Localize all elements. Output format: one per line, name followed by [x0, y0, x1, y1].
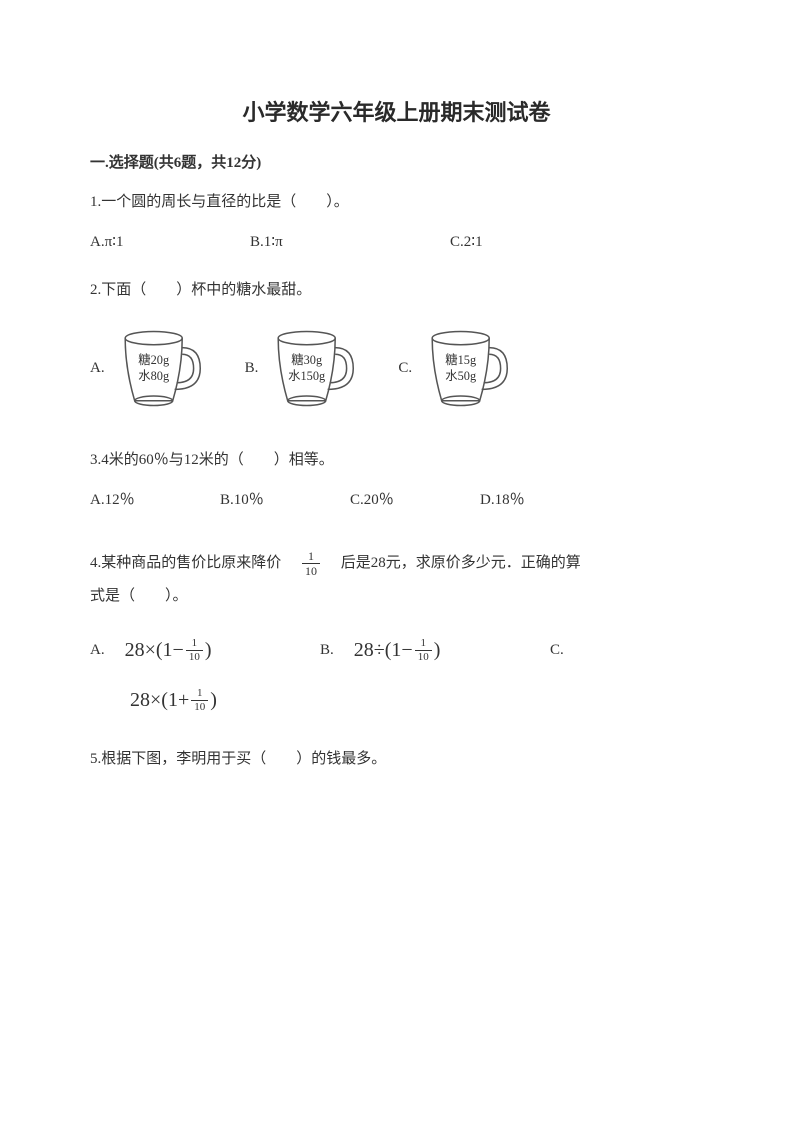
cup-a-letter: A. — [90, 360, 105, 377]
q4-opt-c-frac-den: 10 — [191, 701, 208, 713]
q3-opt-c: C.20％ — [350, 487, 480, 514]
q1-opt-a: A.π∶1 — [90, 229, 250, 256]
q4-opt-a: A. 28×(1− 1 10 ) — [90, 638, 320, 663]
q4-opt-b: B. 28÷(1− 1 10 ) — [320, 638, 550, 663]
cup-c: C. 糖15g 水50g — [398, 321, 512, 416]
q4-opt-a-post: ) — [205, 639, 212, 662]
q4-opt-a-frac-den: 10 — [186, 651, 203, 663]
cup-b-line1: 糖30g — [292, 352, 323, 367]
q4-opt-c-frac: 1 10 — [191, 688, 208, 713]
q2-text: 2.下面（ ）杯中的糖水最甜。 — [90, 274, 703, 307]
cup-a: A. 糖20g 水80g — [90, 321, 205, 416]
q4-opt-b-frac-den: 10 — [415, 651, 432, 663]
q4-prefix: 4.某种商品的售价比原来降价 — [90, 555, 296, 571]
q4-frac-den: 10 — [302, 564, 320, 577]
q4-opt-c: C. — [550, 642, 584, 659]
q1-text: 1.一个圆的周长与直径的比是（ ）。 — [90, 186, 703, 219]
cup-b-letter: B. — [245, 360, 259, 377]
q5-text: 5.根据下图，李明用于买（ ）的钱最多。 — [90, 743, 703, 776]
q4-opt-c-letter: C. — [550, 642, 564, 659]
cup-c-icon: 糖15g 水50g — [417, 321, 512, 416]
q3-opt-b: B.10％ — [220, 487, 350, 514]
q4-opt-c-post: ) — [210, 689, 217, 712]
section-header-1: 一.选择题(共6题，共12分) — [90, 151, 703, 172]
q1-options: A.π∶1 B.1∶π C.2∶1 — [90, 229, 703, 256]
q4-opt-b-math: 28÷(1− 1 10 ) — [354, 638, 441, 663]
cup-a-line2: 水80g — [138, 369, 169, 383]
cup-a-line1: 糖20g — [138, 352, 169, 367]
q2-cups: A. 糖20g 水80g B. 糖30g 水150g C. — [90, 321, 703, 416]
cup-c-line2: 水50g — [445, 369, 476, 383]
q4-opt-c-math: 28×(1+ 1 10 ) — [130, 688, 703, 713]
cup-a-icon: 糖20g 水80g — [110, 321, 205, 416]
cup-b-line2: 水150g — [289, 369, 326, 383]
q4-opt-a-frac: 1 10 — [186, 638, 203, 663]
q4-opt-c-pre: 28×(1+ — [130, 689, 189, 712]
page-title: 小学数学六年级上册期末测试卷 — [90, 95, 703, 127]
q3-opt-d: D.18％ — [480, 487, 600, 514]
cup-b: B. 糖30g 水150g — [245, 321, 359, 416]
q4-opt-a-pre: 28×(1− — [125, 639, 184, 662]
q4-options-row1: A. 28×(1− 1 10 ) B. 28÷(1− 1 10 ) C. — [90, 638, 703, 663]
q4-opt-c-frac-num: 1 — [191, 688, 208, 701]
q4-opt-b-frac: 1 10 — [415, 638, 432, 663]
q4-opt-b-letter: B. — [320, 642, 334, 659]
cup-c-line1: 糖15g — [445, 352, 476, 367]
q4-opt-b-pre: 28÷(1− — [354, 639, 413, 662]
cup-c-letter: C. — [398, 360, 412, 377]
q4-opt-a-frac-num: 1 — [186, 638, 203, 651]
q4-line2: 式是（ ）。 — [90, 580, 703, 613]
q1-opt-b: B.1∶π — [250, 229, 450, 256]
q4-opt-b-post: ) — [434, 639, 441, 662]
q4-opt-b-frac-num: 1 — [415, 638, 432, 651]
q4-opt-a-letter: A. — [90, 642, 105, 659]
cup-b-icon: 糖30g 水150g — [263, 321, 358, 416]
q4-opt-a-math: 28×(1− 1 10 ) — [125, 638, 212, 663]
q4-text: 4.某种商品的售价比原来降价 1 10 后是28元，求原价多少元．正确的算 — [90, 547, 703, 580]
q4-frac-num: 1 — [302, 550, 320, 564]
q4-suffix: 后是28元，求原价多少元．正确的算 — [326, 555, 581, 571]
q3-options: A.12％ B.10％ C.20％ D.18％ — [90, 487, 703, 514]
q3-opt-a: A.12％ — [90, 487, 220, 514]
q4-frac: 1 10 — [302, 550, 320, 577]
q1-opt-c: C.2∶1 — [450, 229, 590, 256]
q3-text: 3.4米的60％与12米的（ ）相等。 — [90, 444, 703, 477]
